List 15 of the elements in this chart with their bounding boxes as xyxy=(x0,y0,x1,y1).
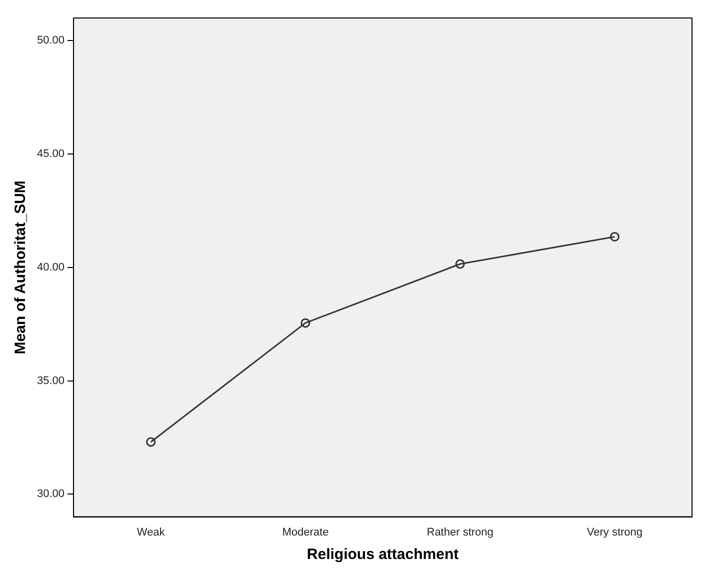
y-tick-label: 35.00 xyxy=(36,374,65,387)
y-tick-label: 30.00 xyxy=(36,488,65,500)
y-axis-title: Mean of Authoritat_SUM xyxy=(12,180,30,354)
x-tick-label: Rather strong xyxy=(426,526,494,538)
point xyxy=(455,259,465,269)
x-axis-title: Religious attachment xyxy=(306,546,459,564)
point xyxy=(610,232,620,242)
x-tick-label: Very strong xyxy=(586,526,643,538)
x-tick-label: Moderate xyxy=(282,526,329,538)
x-tick-label: Weak xyxy=(136,526,166,538)
y-tick-label: 40.00 xyxy=(36,261,65,274)
y-tick-label: 50.00 xyxy=(36,34,65,47)
point xyxy=(146,437,156,447)
y-tick-label: 45.00 xyxy=(36,148,65,160)
point xyxy=(300,318,310,328)
